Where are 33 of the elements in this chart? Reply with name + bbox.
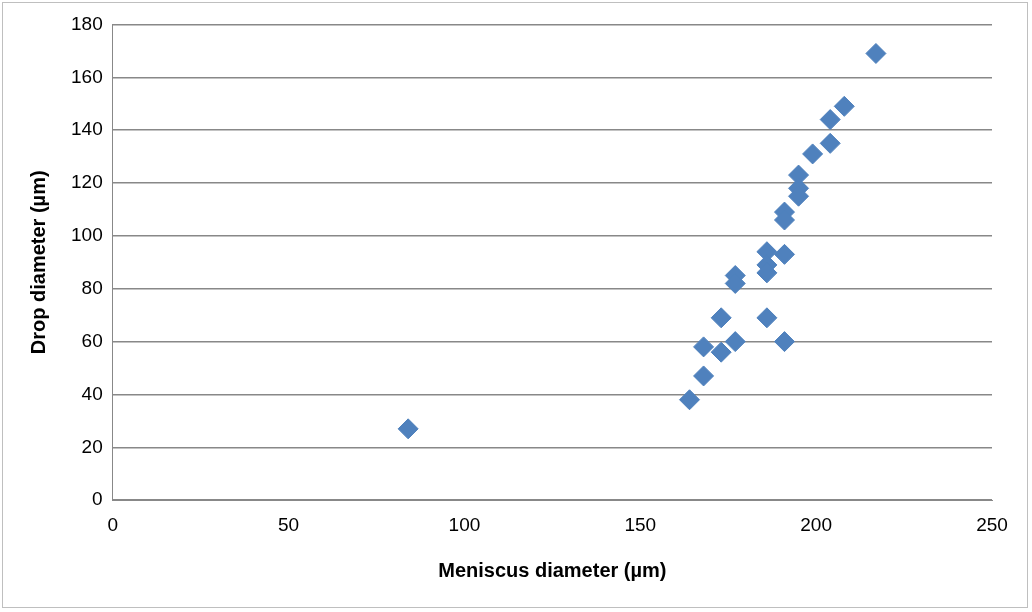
point [865, 42, 887, 64]
point [679, 389, 701, 411]
x-tick-label: 150 [624, 513, 657, 535]
point [710, 307, 732, 329]
point [833, 95, 855, 117]
y-tick-label: 40 [81, 382, 103, 404]
x-tick-label: 50 [277, 513, 300, 535]
y-tick-label: 20 [81, 435, 103, 457]
y-tick-label: 120 [71, 171, 103, 193]
point [693, 336, 715, 358]
y-tick-label: 100 [71, 224, 103, 246]
point [724, 331, 746, 353]
point [819, 109, 841, 131]
x-tick-label: 100 [448, 513, 481, 535]
point [693, 365, 715, 387]
point [819, 132, 841, 154]
y-tick-label: 160 [71, 65, 103, 87]
y-tick-label: 180 [71, 12, 103, 34]
y-tick-label: 0 [92, 488, 103, 510]
point [773, 243, 795, 265]
point [773, 331, 795, 353]
x-tick-label: 250 [976, 513, 1008, 535]
y-tick-label: 140 [71, 118, 103, 140]
point [756, 307, 778, 329]
y-tick-label: 60 [81, 329, 103, 351]
y-tick-label: 80 [81, 276, 103, 298]
point [397, 418, 419, 440]
x-tick-label: 200 [800, 513, 832, 535]
x-tick-label: 0 [107, 513, 118, 535]
point [710, 341, 732, 363]
y-axis-title: Drop diameter (µm) [26, 170, 49, 355]
point [802, 143, 824, 165]
x-axis-title: Meniscus diameter (µm) [438, 558, 667, 581]
